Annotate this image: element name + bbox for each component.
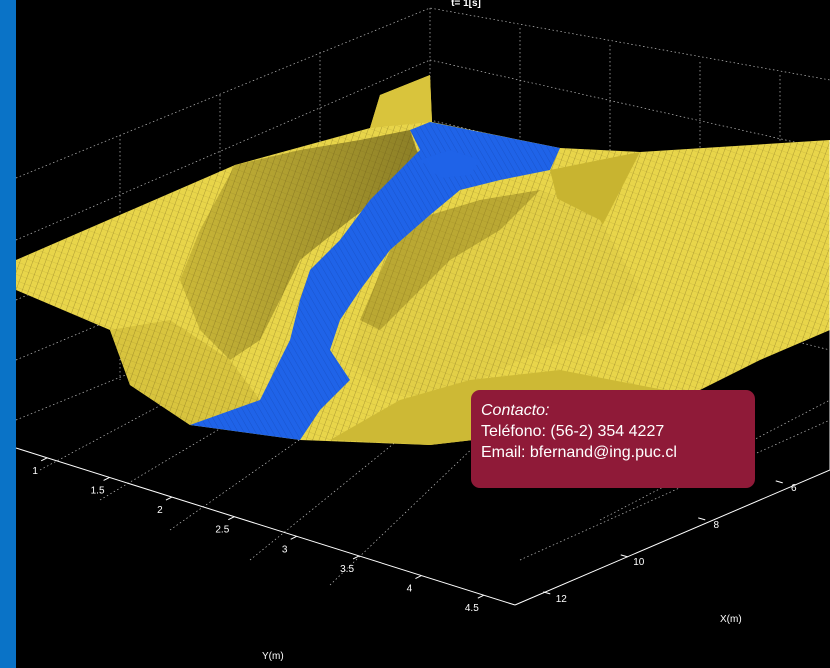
x-tick-mark [698,517,706,521]
y-tick-label: 4.5 [465,603,479,614]
axes [15,140,830,606]
y-tick-mark [228,516,235,521]
contact-email[interactable]: Email: bfernand@ing.puc.cl [481,444,677,461]
y-tick-label: 4 [407,584,413,595]
x-axis-ticks: 6 8 10 12 [543,480,797,605]
x-tick-mark [620,554,628,558]
terrain-surface [16,75,830,445]
chart-title: t= 1[s] [451,0,481,9]
y-tick-mark [477,594,485,599]
x-tick-label: 10 [633,557,645,568]
y-tick-mark [165,496,173,501]
x-tick-label: 6 [791,483,797,494]
y-tick-mark [40,457,48,462]
contact-phone: Teléfono: (56-2) 354 4227 [481,423,665,440]
y-axis-label: Y(m) [262,651,284,662]
y-tick-label: 1 [32,466,38,477]
y-tick-label: 3.5 [340,564,354,575]
water-surface [190,122,560,440]
left-accent-bar [0,0,16,668]
y-tick-mark [290,535,297,540]
contact-box: Contacto: Teléfono: (56-2) 354 4227 Emai… [471,390,755,488]
y-tick-mark [415,575,422,580]
y-tick-label: 3 [282,544,288,555]
y-tick-label: 2 [157,505,163,516]
contact-heading: Contacto: [481,402,550,419]
y-tick-mark [103,476,110,481]
y-axis-ticks: 1 1.5 2 2.5 3 3.5 4 4.5 [32,457,485,614]
x-tick-label: 12 [556,594,568,605]
x-tick-mark [775,480,783,484]
x-axis-label: X(m) [720,614,742,625]
y-tick-label: 1.5 [91,485,105,496]
y-tick-label: 2.5 [215,525,229,536]
x-tick-mark [543,591,551,595]
x-tick-label: 8 [713,520,719,531]
y-tick-mark [352,555,360,560]
